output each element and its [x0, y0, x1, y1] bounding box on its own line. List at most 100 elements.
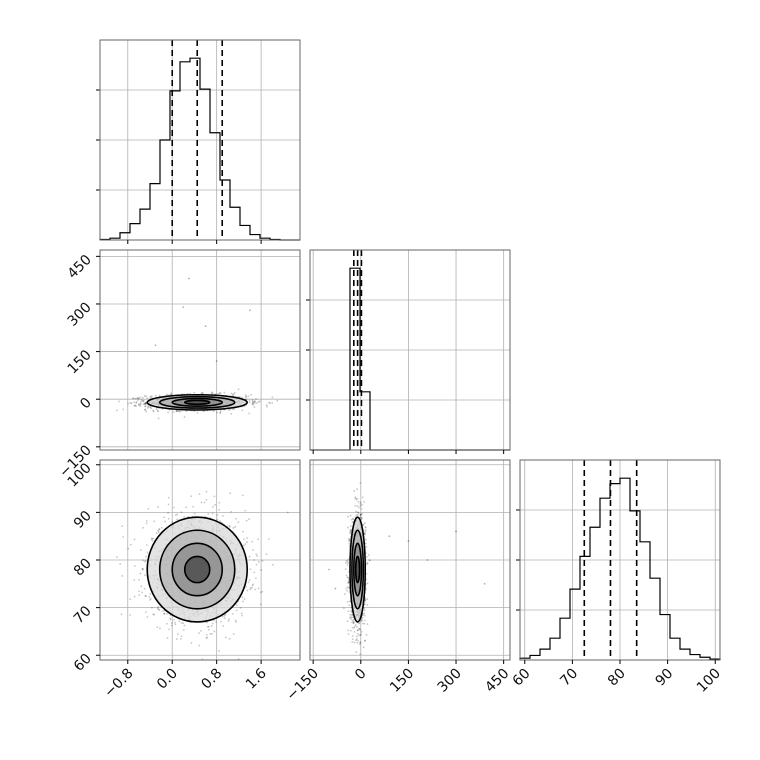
- scatter-1-point: [268, 538, 270, 540]
- scatter-0-point: [232, 393, 235, 395]
- scatter-2-point: [349, 525, 352, 528]
- scatter-2-contour-1: [351, 529, 365, 610]
- scatter-2-point: [353, 625, 356, 628]
- scatter-1-point: [235, 609, 238, 612]
- scatter-1-point: [200, 501, 203, 504]
- scatter-0-point: [211, 392, 214, 395]
- scatter-1-point: [240, 612, 243, 615]
- scatter-2-point: [356, 513, 359, 516]
- scatter-2-point: [346, 589, 348, 592]
- scatter-1-point: [209, 632, 212, 635]
- scatter-1-point: [150, 538, 153, 540]
- scatter-2-point: [363, 607, 366, 610]
- scatter-0-point: [223, 391, 226, 394]
- scatter-2-point: [359, 501, 362, 504]
- scatter-0-point: [144, 402, 147, 405]
- scatter-2-outlier-4: [334, 587, 337, 590]
- scatter-2-point: [345, 562, 347, 564]
- scatter-1-contour-0: [146, 516, 249, 623]
- scatter-2-point: [347, 610, 350, 613]
- scatter-2-point: [364, 533, 367, 536]
- scatter-0-point: [149, 395, 152, 398]
- scatter-0-point: [144, 408, 146, 411]
- hist-panel-p1: [306, 249, 511, 454]
- x-tick-label-p0-1: 0.0: [154, 666, 181, 693]
- scatter-1-point: [259, 603, 262, 606]
- scatter-1-point: [211, 512, 214, 515]
- scatter-0-point: [210, 392, 213, 395]
- scatter-1-point: [207, 513, 210, 515]
- scatter-2-point: [357, 512, 360, 514]
- x-tick-label-p0-3: 1.6: [243, 665, 270, 692]
- scatter-0-point: [130, 402, 133, 405]
- scatter-0-point: [218, 392, 221, 395]
- scatter-2-outlier-0: [388, 535, 391, 538]
- scatter-1-point: [232, 526, 235, 529]
- scatter-2-point: [349, 530, 352, 533]
- scatter-2-point: [347, 559, 349, 561]
- scatter-0-point: [118, 400, 120, 403]
- scatter-0-point: [251, 399, 254, 401]
- scatter-1-point: [174, 621, 176, 624]
- hist-p2-steps: [519, 477, 721, 660]
- scatter-2-point: [360, 513, 362, 516]
- scatter-1-point: [144, 574, 146, 577]
- scatter-1-point: [211, 633, 213, 635]
- hist-panel-p0: [96, 39, 301, 244]
- scatter-0-point: [142, 403, 145, 405]
- scatter-2-point: [350, 614, 353, 616]
- scatter-0-point: [133, 401, 136, 404]
- scatter-1-point: [272, 563, 274, 566]
- scatter-2-point: [365, 545, 368, 548]
- scatter-1-point: [230, 510, 233, 513]
- scatter-1-point: [224, 636, 227, 639]
- scatter-1-point: [158, 609, 161, 611]
- scatter-1-point: [229, 492, 232, 495]
- scatter-2-point: [369, 559, 371, 562]
- scatter-1-point: [129, 614, 132, 616]
- scatter-2-point: [353, 490, 356, 492]
- scatter-0-point: [152, 409, 154, 412]
- scatter-1-point: [253, 571, 256, 574]
- scatter-0-point: [245, 398, 248, 401]
- scatter-0-point: [115, 409, 118, 412]
- scatter-1-point: [224, 613, 227, 616]
- scatter-1-point: [158, 528, 161, 530]
- scatter-2-point: [351, 517, 354, 520]
- scatter-0-point: [142, 399, 145, 402]
- scatter-2-point: [356, 488, 358, 491]
- scatter-0-point: [122, 408, 125, 411]
- scatter-1-point: [256, 555, 259, 557]
- scatter-0-point: [228, 409, 231, 412]
- scatter-1-point: [133, 595, 136, 598]
- scatter-0-point: [140, 399, 143, 401]
- scatter-1-point: [286, 511, 289, 514]
- scatter-2-point: [347, 576, 350, 579]
- scatter-1-point: [141, 567, 144, 570]
- scatter-1-point: [146, 551, 149, 554]
- scatter-2-point: [351, 619, 354, 622]
- scatter-2-point: [361, 503, 364, 506]
- scatter-1-point: [192, 505, 195, 508]
- scatter-1-point: [173, 619, 175, 621]
- x-tick-label-p1-3: 300: [435, 666, 465, 696]
- scatter-1-point: [246, 537, 249, 539]
- scatter-2-point: [356, 497, 358, 500]
- scatter-0-point: [257, 401, 260, 403]
- scatter-0-point: [143, 395, 146, 397]
- scatter-0-point: [145, 403, 148, 406]
- scatter-1-point: [148, 595, 151, 598]
- scatter-0-point: [253, 400, 256, 402]
- hist-p1-steps: [310, 267, 510, 451]
- scatter-2-point: [363, 612, 366, 615]
- x-tick-label-p1-2: 150: [387, 666, 417, 696]
- scatter-2-point: [346, 576, 349, 579]
- scatter-2-point: [360, 516, 362, 518]
- scatter-1-point: [211, 622, 214, 625]
- scatter-1-point: [183, 624, 186, 627]
- scatter-2-point: [357, 622, 360, 625]
- scatter-2-point: [351, 626, 354, 629]
- scatter-2-outlier-5: [483, 582, 486, 585]
- scatter-2-point: [348, 616, 351, 619]
